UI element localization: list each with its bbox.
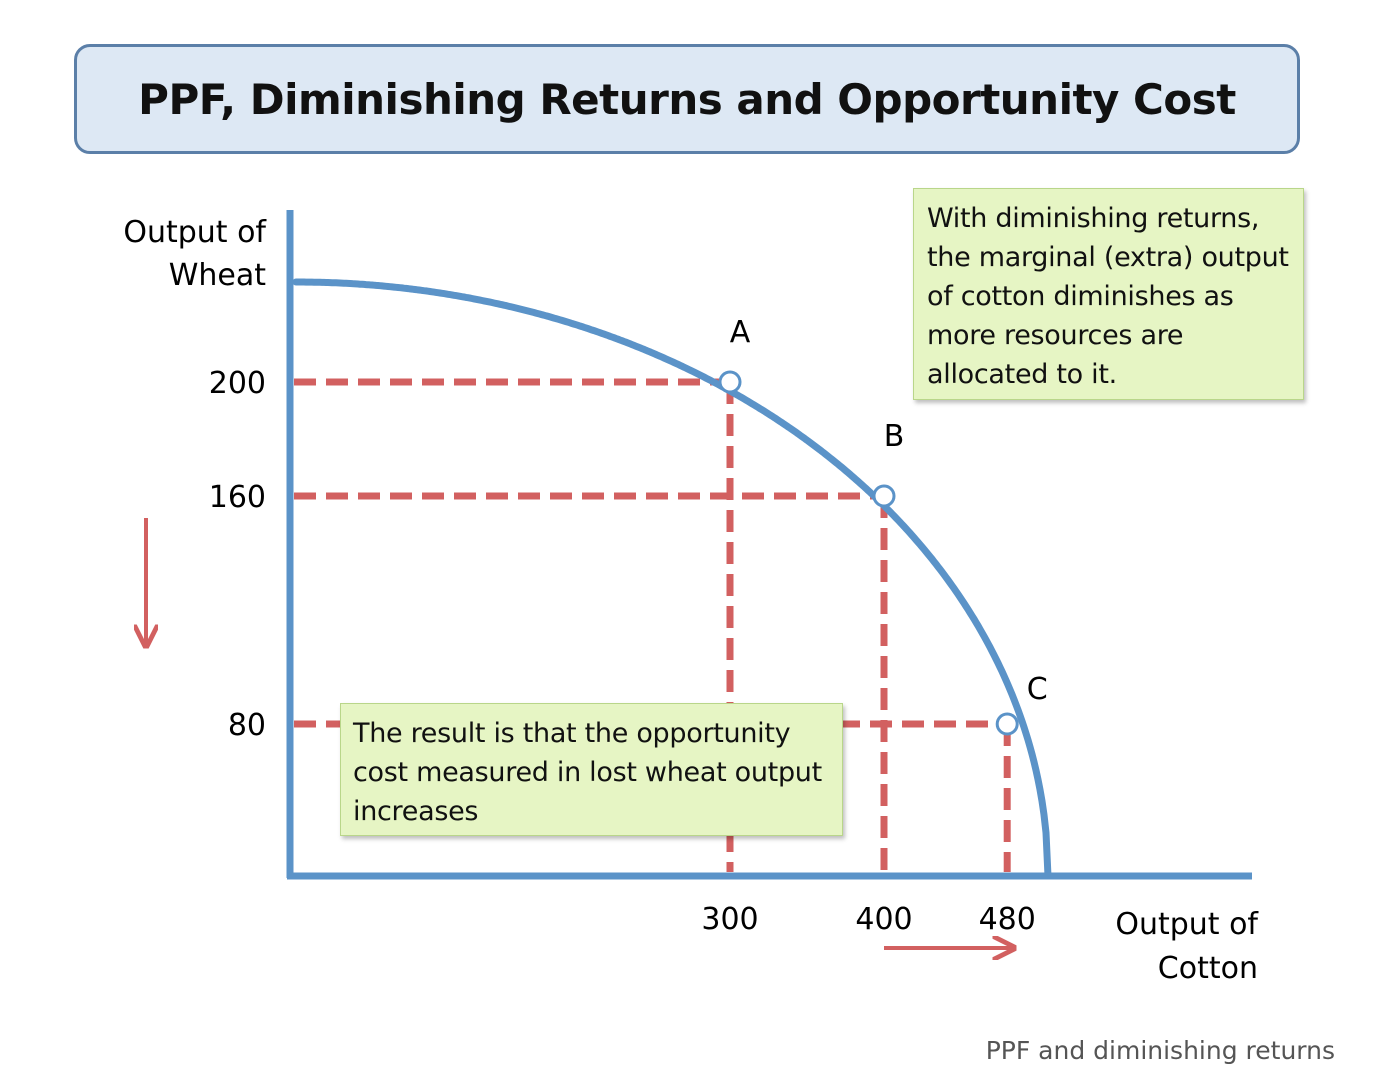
note-line: The result is that the opportunity xyxy=(353,718,791,749)
diminishing-returns-note: With diminishing returns, the marginal (… xyxy=(913,188,1304,400)
x-axis-label-line2: Cotton xyxy=(1158,951,1258,986)
y-axis-label-line2: Wheat xyxy=(169,258,267,293)
note-line: allocated to it. xyxy=(927,359,1117,390)
y-tick-label: 160 xyxy=(209,480,266,515)
point-label-b: B xyxy=(884,419,905,454)
note-line: the marginal (extra) output xyxy=(927,242,1289,273)
x-tick-label: 400 xyxy=(855,902,912,937)
x-axis-label-line1: Output of xyxy=(1115,907,1259,942)
note-line: increases xyxy=(353,796,479,827)
x-tick-label: 300 xyxy=(701,902,758,937)
point-b xyxy=(872,484,896,508)
note-line: cost measured in lost wheat output xyxy=(353,757,822,788)
x-tick-label: 480 xyxy=(979,902,1036,937)
y-axis-label-line1: Output of xyxy=(123,215,267,250)
opportunity-cost-note: The result is that the opportunity cost … xyxy=(340,703,843,836)
point-label-a: A xyxy=(730,315,751,350)
figure-caption: PPF and diminishing returns xyxy=(985,1036,1335,1065)
chart-title: PPF, Diminishing Returns and Opportunity… xyxy=(138,74,1236,124)
point-label-c: C xyxy=(1027,672,1048,707)
title-box: PPF, Diminishing Returns and Opportunity… xyxy=(74,44,1300,154)
note-line: of cotton diminishes as xyxy=(927,281,1234,312)
note-line: more resources are xyxy=(927,320,1184,351)
y-tick-label: 80 xyxy=(228,708,266,743)
note-line: With diminishing returns, xyxy=(927,203,1260,234)
ppf-curve xyxy=(292,278,1052,880)
point-a xyxy=(718,370,742,394)
point-c xyxy=(995,712,1019,736)
y-tick-label: 200 xyxy=(209,366,266,401)
